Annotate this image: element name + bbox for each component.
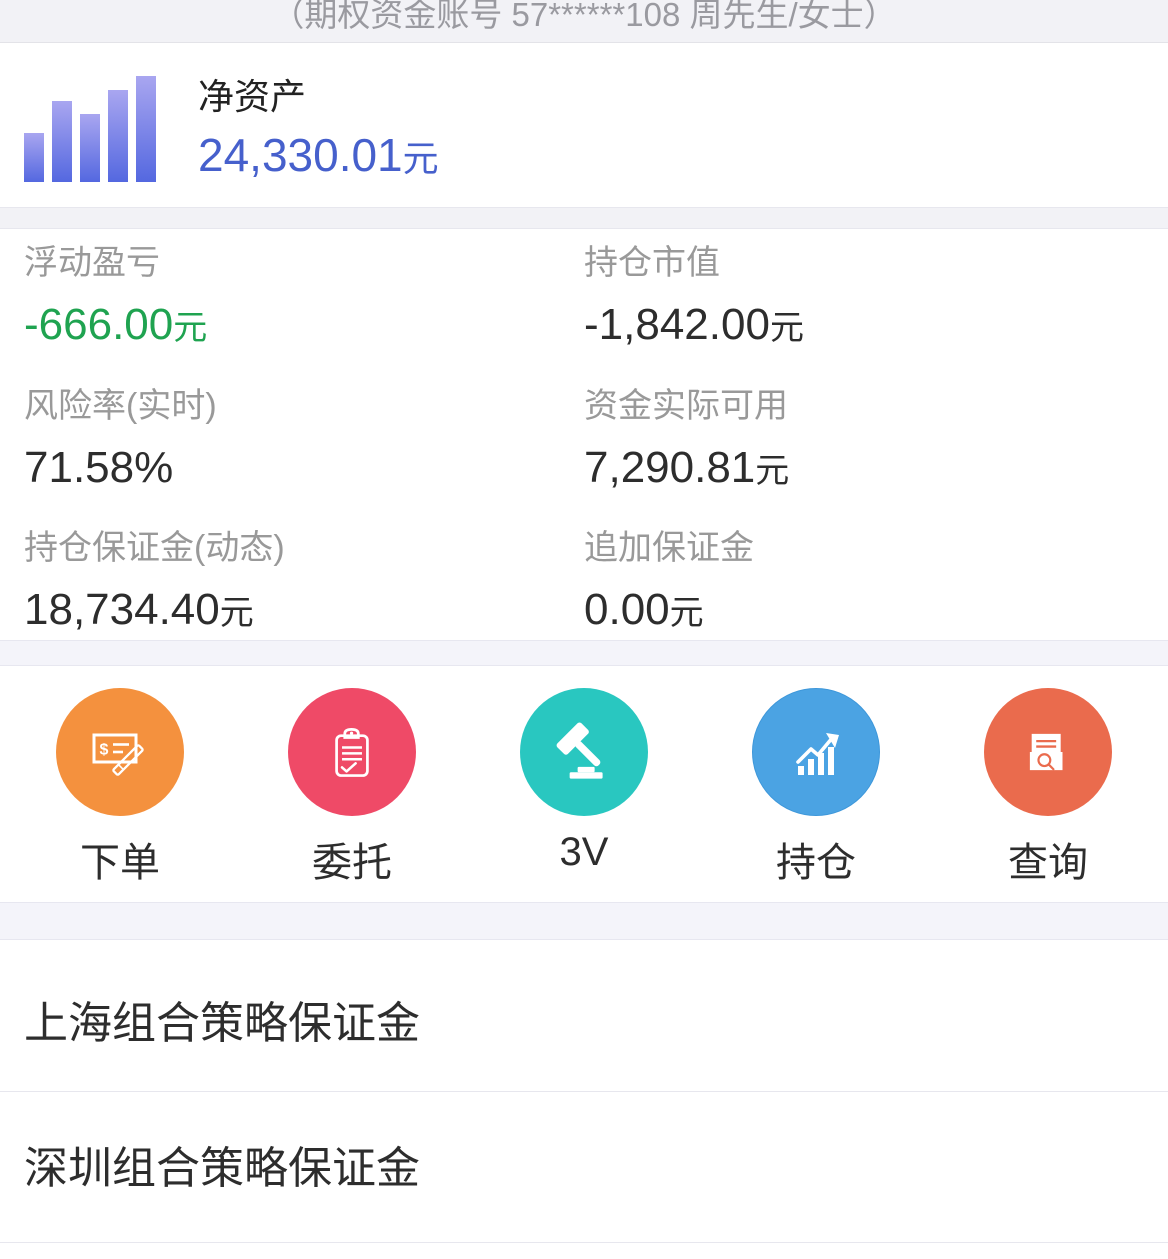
svg-text:$: $ (100, 742, 109, 759)
